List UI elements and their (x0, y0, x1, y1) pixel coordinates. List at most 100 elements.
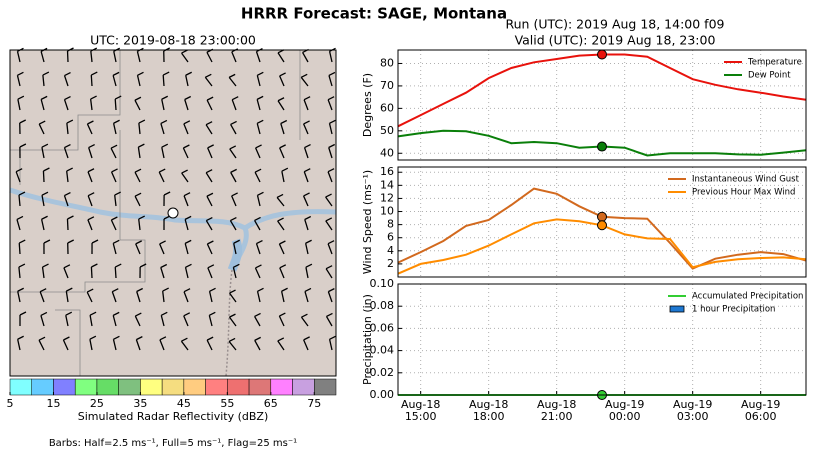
wind-barb (89, 339, 93, 351)
wind-barb-feather (43, 167, 50, 172)
y-tick-label: 0.00 (370, 388, 395, 401)
wind-barb (305, 267, 309, 279)
colorbar-tick-label: 5 (7, 397, 14, 410)
marker (597, 220, 607, 231)
wind-barb (136, 51, 141, 63)
wind-barb-feather (257, 287, 264, 292)
wind-barb (304, 219, 309, 231)
wind-barb-feather (325, 217, 333, 222)
wind-barb (41, 267, 45, 279)
wind-barb (207, 267, 213, 279)
wind-barb (304, 243, 309, 255)
wind-barb (62, 339, 69, 351)
wind-barb (87, 171, 93, 183)
wind-barb (254, 171, 261, 183)
wind-barb (256, 123, 261, 135)
y-tick-label: 16 (380, 165, 394, 178)
wind-barb (184, 267, 189, 279)
wind-barb (256, 99, 261, 111)
wind-barb (278, 243, 285, 255)
wind-barb (207, 147, 213, 159)
colorbar-tick-label: 15 (46, 397, 60, 410)
wind-barb (38, 339, 45, 351)
wind-barb-feather (256, 119, 264, 124)
wind-barb (88, 147, 93, 159)
wind-barb-feather (41, 191, 49, 196)
y-tick-label: 50 (380, 124, 394, 137)
wind-barb (229, 148, 237, 159)
plot-frame (397, 49, 807, 161)
x-tick-label: Aug-19 06:00 (741, 398, 780, 423)
wind-barb (302, 52, 309, 63)
wind-barb (208, 315, 213, 327)
wind-barb-feather (279, 72, 286, 77)
wind-barb (325, 220, 333, 231)
wind-barb-feather (254, 216, 261, 222)
wind-barb (184, 243, 189, 255)
y-axis-label: Degrees (F) (361, 73, 374, 137)
wind-barb (205, 172, 213, 183)
wind-barb (184, 219, 189, 231)
wind-barb-feather (112, 311, 120, 316)
wind-barb-feather (90, 95, 97, 100)
colorbar-swatch (314, 378, 337, 396)
wind-barb-feather (231, 96, 239, 101)
wind-barb-feather (303, 192, 310, 197)
y-tick-label: 12 (380, 191, 394, 204)
y-axis-label: Precipitation (in) (361, 294, 374, 385)
wind-barb-feather (66, 167, 73, 172)
wind-barb-feather (209, 287, 216, 292)
wind-barb-feather (279, 312, 286, 317)
wind-barb-feather (134, 192, 142, 197)
wind-barb (183, 123, 189, 135)
x-tick-label: Aug-18 21:00 (537, 398, 576, 423)
wind-barb-feather (158, 168, 166, 173)
wind-barb-feather (279, 240, 286, 245)
wind-barb (16, 75, 21, 87)
wind-barb-feather (207, 264, 215, 269)
wind-barb-feather (65, 311, 73, 316)
wind-barb (160, 315, 165, 327)
legend-label: 1 hour Precipitation (692, 305, 775, 315)
wind-barb (180, 340, 189, 351)
wind-barb-feather (114, 263, 122, 268)
wind-barb (17, 291, 21, 303)
wind-barb (134, 99, 141, 111)
legend-label: Instantaneous Wind Gust (692, 175, 800, 185)
wind-barb (16, 51, 21, 63)
wind-barb-feather (326, 312, 333, 318)
wind-barb-feather (89, 335, 97, 340)
wind-barb-feather (207, 240, 214, 245)
wind-barb-feather (87, 192, 95, 197)
wind-barb (63, 75, 69, 87)
wind-barb-feather (17, 287, 24, 292)
wind-barb-feather (64, 95, 71, 101)
wind-barb (303, 99, 309, 111)
wind-barb-feather (276, 193, 284, 199)
wind-barb-feather (255, 264, 262, 269)
wind-barb (205, 220, 213, 231)
wind-barb (87, 219, 93, 231)
y-tick-label: 60 (380, 101, 394, 114)
wind-barb-feather (181, 49, 188, 54)
wind-barb-feather (305, 263, 313, 268)
wind-barb (182, 147, 189, 159)
colorbar-swatch (292, 378, 315, 396)
wind-barb-feather (162, 71, 170, 76)
wind-barb (112, 123, 117, 135)
colorbar-swatch (227, 378, 250, 396)
wind-barb (111, 291, 117, 303)
wind-barb (134, 195, 141, 207)
wind-barb-feather (86, 288, 94, 293)
x-tick-label: Aug-19 03:00 (673, 398, 712, 423)
wind-barb (327, 99, 333, 111)
wind-barb-feather (41, 143, 49, 148)
wind-barb-feather (136, 287, 143, 293)
wind-barb (113, 51, 117, 63)
wind-barb (229, 220, 237, 231)
wind-barb-feather (328, 288, 335, 293)
colorbar-tick-label: 45 (177, 397, 191, 410)
wind-barb-feather (303, 120, 310, 125)
wind-barb (325, 316, 333, 327)
wind-barb-feather (301, 313, 308, 318)
